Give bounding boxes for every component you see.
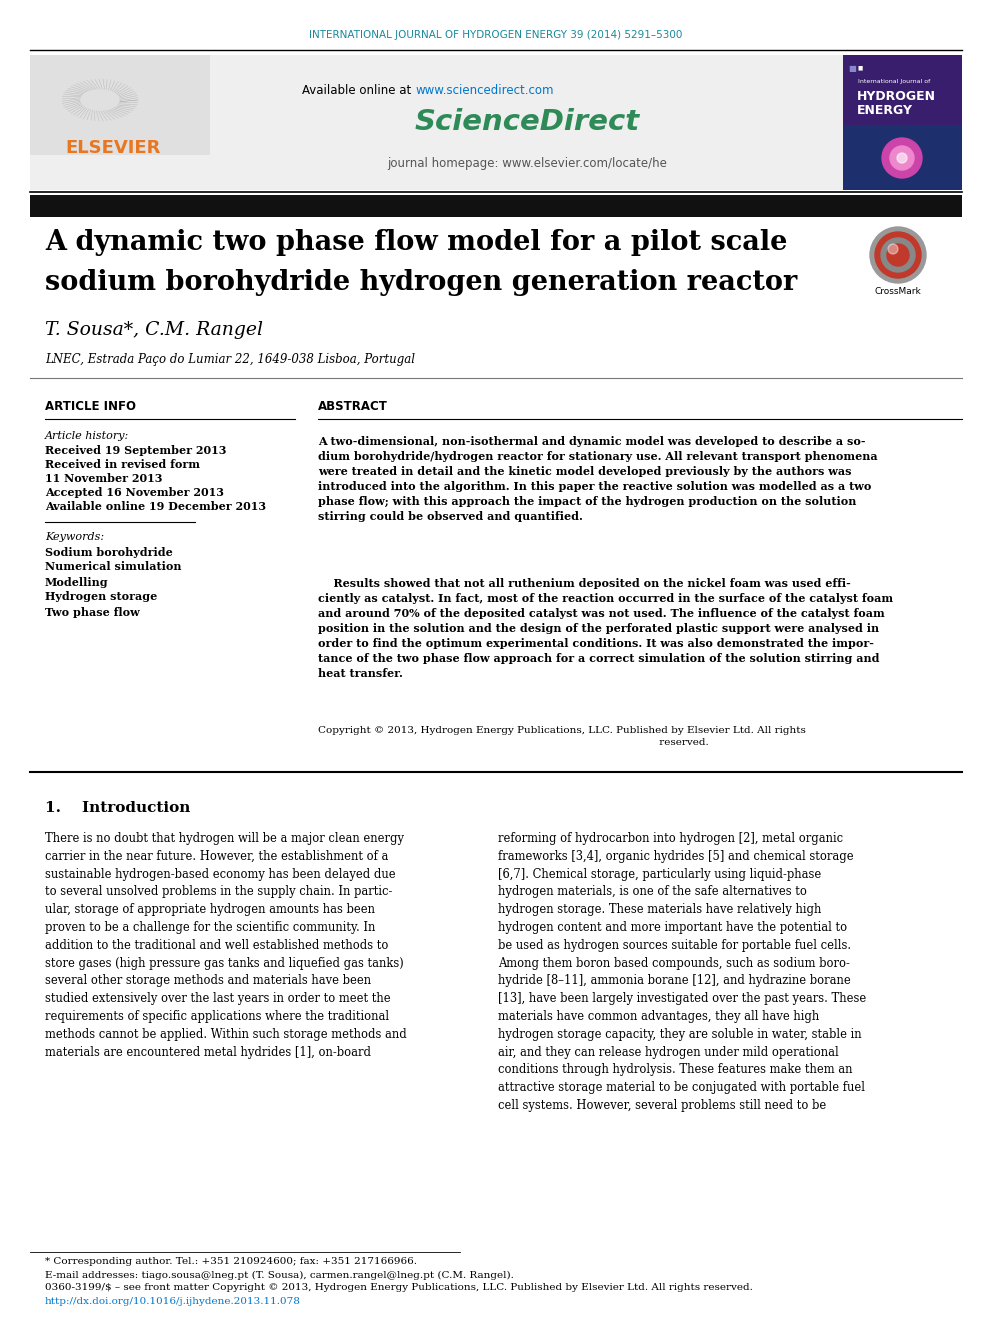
Circle shape bbox=[887, 243, 909, 266]
Text: Modelling: Modelling bbox=[45, 577, 109, 587]
Text: Accepted 16 November 2013: Accepted 16 November 2013 bbox=[45, 487, 224, 497]
Text: Two phase flow: Two phase flow bbox=[45, 606, 140, 618]
Bar bbox=[30, 194, 962, 217]
Bar bbox=[843, 56, 962, 191]
Text: Copyright © 2013, Hydrogen Energy Publications, LLC. Published by Elsevier Ltd. : Copyright © 2013, Hydrogen Energy Public… bbox=[318, 726, 806, 746]
Text: Article history:: Article history: bbox=[45, 431, 129, 441]
Text: 1.    Introduction: 1. Introduction bbox=[45, 800, 190, 815]
Bar bbox=[30, 56, 962, 191]
Text: ■: ■ bbox=[858, 66, 863, 70]
Text: ARTICLE INFO: ARTICLE INFO bbox=[45, 400, 136, 413]
Text: INTERNATIONAL JOURNAL OF HYDROGEN ENERGY 39 (2014) 5291–5300: INTERNATIONAL JOURNAL OF HYDROGEN ENERGY… bbox=[310, 30, 682, 40]
Text: A two-dimensional, non-isothermal and dynamic model was developed to describe a : A two-dimensional, non-isothermal and dy… bbox=[318, 437, 878, 523]
Text: ELSEVIER: ELSEVIER bbox=[65, 139, 161, 157]
Text: http://dx.doi.org/10.1016/j.ijhydene.2013.11.078: http://dx.doi.org/10.1016/j.ijhydene.201… bbox=[45, 1298, 301, 1307]
Text: Available online at: Available online at bbox=[302, 83, 415, 97]
Text: Sodium borohydride: Sodium borohydride bbox=[45, 546, 173, 557]
Circle shape bbox=[882, 138, 922, 179]
Text: sodium borohydride hydrogen generation reactor: sodium borohydride hydrogen generation r… bbox=[45, 270, 798, 296]
Text: LNEC, Estrada Paço do Lumiar 22, 1649-038 Lisboa, Portugal: LNEC, Estrada Paço do Lumiar 22, 1649-03… bbox=[45, 353, 415, 366]
Text: ■: ■ bbox=[848, 64, 856, 73]
Text: A dynamic two phase flow model for a pilot scale: A dynamic two phase flow model for a pil… bbox=[45, 229, 788, 255]
Circle shape bbox=[897, 153, 907, 163]
Text: reforming of hydrocarbon into hydrogen [2], metal organic
frameworks [3,4], orga: reforming of hydrocarbon into hydrogen [… bbox=[498, 832, 866, 1113]
Text: CrossMark: CrossMark bbox=[875, 287, 922, 295]
Text: Keywords:: Keywords: bbox=[45, 532, 104, 542]
Text: International Journal of: International Journal of bbox=[858, 79, 930, 85]
Text: ABSTRACT: ABSTRACT bbox=[318, 400, 388, 413]
Text: 0360-3199/$ – see front matter Copyright © 2013, Hydrogen Energy Publications, L: 0360-3199/$ – see front matter Copyright… bbox=[45, 1283, 753, 1293]
Text: Received 19 September 2013: Received 19 September 2013 bbox=[45, 446, 226, 456]
Text: Hydrogen storage: Hydrogen storage bbox=[45, 591, 158, 602]
Circle shape bbox=[888, 243, 898, 254]
Text: HYDROGEN: HYDROGEN bbox=[857, 90, 936, 102]
Text: Numerical simulation: Numerical simulation bbox=[45, 561, 182, 573]
Text: Received in revised form: Received in revised form bbox=[45, 459, 200, 471]
Text: There is no doubt that hydrogen will be a major clean energy
carrier in the near: There is no doubt that hydrogen will be … bbox=[45, 832, 407, 1058]
Bar bbox=[30, 56, 210, 155]
Text: * Corresponding author. Tel.: +351 210924600; fax: +351 217166966.: * Corresponding author. Tel.: +351 21092… bbox=[45, 1257, 417, 1266]
Text: ScienceDirect: ScienceDirect bbox=[415, 108, 640, 136]
Text: E-mail addresses: tiago.sousa@lneg.pt (T. Sousa), carmen.rangel@lneg.pt (C.M. Ra: E-mail addresses: tiago.sousa@lneg.pt (T… bbox=[45, 1270, 514, 1279]
Circle shape bbox=[875, 232, 921, 278]
Text: ENERGY: ENERGY bbox=[857, 103, 913, 116]
Circle shape bbox=[870, 228, 926, 283]
Text: journal homepage: www.elsevier.com/locate/he: journal homepage: www.elsevier.com/locat… bbox=[387, 156, 667, 169]
Text: Available online 19 December 2013: Available online 19 December 2013 bbox=[45, 501, 266, 512]
Text: www.sciencedirect.com: www.sciencedirect.com bbox=[416, 83, 555, 97]
Bar bbox=[843, 56, 962, 124]
Text: T. Sousa*, C.M. Rangel: T. Sousa*, C.M. Rangel bbox=[45, 321, 263, 339]
Circle shape bbox=[890, 146, 914, 169]
Circle shape bbox=[881, 238, 915, 273]
Text: Results showed that not all ruthenium deposited on the nickel foam was used effi: Results showed that not all ruthenium de… bbox=[318, 578, 893, 679]
Bar bbox=[215, 56, 840, 191]
Text: 11 November 2013: 11 November 2013 bbox=[45, 472, 163, 483]
